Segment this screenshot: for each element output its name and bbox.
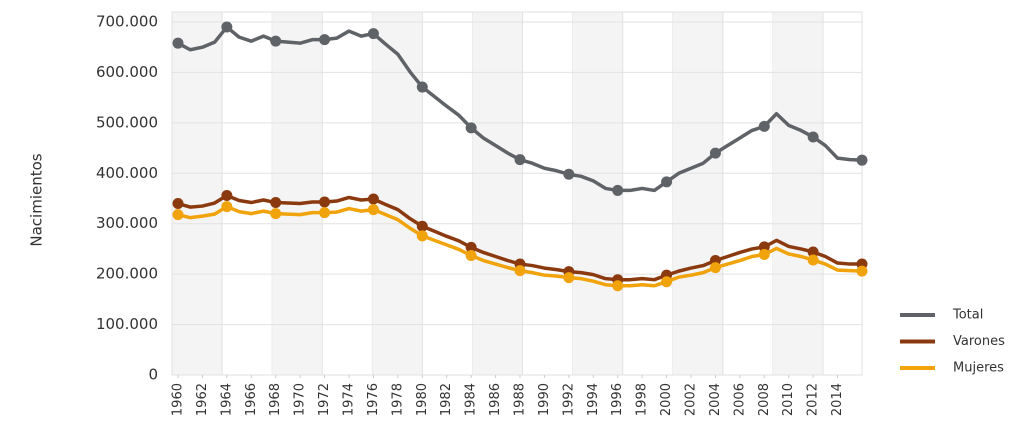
y-tick-label: 600.000 — [96, 63, 158, 81]
marker — [270, 208, 282, 220]
y-tick-label: 500.000 — [96, 113, 158, 131]
x-tick-label: 1996 — [610, 383, 625, 416]
x-tick-label: 1972 — [317, 383, 332, 416]
marker — [270, 197, 282, 209]
x-tick-label: 1982 — [439, 383, 454, 416]
legend-label: Mujeres — [953, 361, 1004, 376]
x-tick-label: 1980 — [415, 383, 430, 416]
band — [772, 12, 824, 375]
marker — [416, 230, 428, 242]
marker — [465, 241, 477, 253]
x-tick-label: 1974 — [342, 383, 357, 416]
band — [272, 12, 323, 375]
marker — [172, 198, 184, 210]
marker — [465, 249, 477, 261]
marker — [758, 241, 770, 253]
x-tick-label: 2002 — [684, 383, 699, 416]
y-tick-label: 300.000 — [96, 214, 158, 232]
marker — [807, 246, 819, 258]
x-tick-label: 2012 — [806, 383, 821, 416]
marker — [172, 209, 184, 221]
marker — [661, 276, 673, 288]
band — [672, 12, 723, 375]
x-tick-label: 1990 — [537, 383, 552, 416]
marker — [856, 154, 868, 166]
x-tick-label: 1970 — [293, 383, 308, 416]
marker — [221, 21, 233, 33]
marker — [367, 193, 379, 205]
marker — [807, 131, 819, 143]
x-tick-label: 1986 — [488, 383, 503, 416]
legend-label: Varones — [953, 334, 1005, 349]
marker — [319, 207, 331, 219]
marker — [416, 81, 428, 93]
x-tick-label: 1978 — [390, 383, 405, 416]
x-tick-label: 2000 — [659, 383, 674, 416]
marker — [367, 28, 379, 40]
marker — [661, 176, 673, 188]
marker — [514, 265, 526, 277]
x-tick-label: 2014 — [830, 383, 845, 416]
marker — [319, 196, 331, 208]
marker — [514, 154, 526, 166]
x-tick-label: 2010 — [781, 383, 796, 416]
x-tick-label: 2006 — [732, 383, 747, 416]
x-tick-label: 1960 — [171, 383, 186, 416]
marker — [367, 204, 379, 216]
marker — [612, 280, 624, 292]
x-tick-label: 1998 — [635, 383, 650, 416]
y-tick-label: 200.000 — [96, 265, 158, 283]
x-tick-label: 1962 — [195, 383, 210, 416]
x-tick-label: 2004 — [708, 383, 723, 416]
x-tick-label: 2008 — [757, 383, 772, 416]
band — [372, 12, 423, 375]
x-tick-label: 1992 — [561, 383, 576, 416]
marker — [709, 262, 721, 274]
marker — [758, 120, 770, 132]
marker — [709, 147, 721, 159]
y-tick-label: 700.000 — [96, 13, 158, 31]
marker — [172, 37, 184, 49]
x-tick-label: 1988 — [513, 383, 528, 416]
x-tick-label: 1994 — [586, 383, 601, 416]
marker — [856, 265, 868, 277]
marker — [758, 248, 770, 260]
x-tick-label: 1964 — [219, 383, 234, 416]
y-axis-label: Nacimientos — [28, 153, 46, 246]
marker — [319, 34, 331, 46]
marker — [416, 220, 428, 232]
x-tick-label: 1984 — [464, 383, 479, 416]
marker — [563, 272, 575, 284]
marker — [563, 168, 575, 180]
marker — [465, 122, 477, 134]
marker — [612, 184, 624, 196]
y-tick-label: 400.000 — [96, 164, 158, 182]
marker — [807, 254, 819, 266]
band — [472, 12, 523, 375]
y-tick-label: 100.000 — [96, 315, 158, 333]
x-tick-label: 1966 — [244, 383, 259, 416]
marker — [270, 35, 282, 47]
y-tick-label: 0 — [148, 366, 158, 384]
marker — [221, 189, 233, 201]
x-tick-label: 1968 — [268, 383, 283, 416]
x-tick-label: 1976 — [366, 383, 381, 416]
band — [172, 12, 223, 375]
legend-label: Total — [952, 308, 983, 323]
marker — [221, 201, 233, 213]
bands — [172, 12, 824, 375]
